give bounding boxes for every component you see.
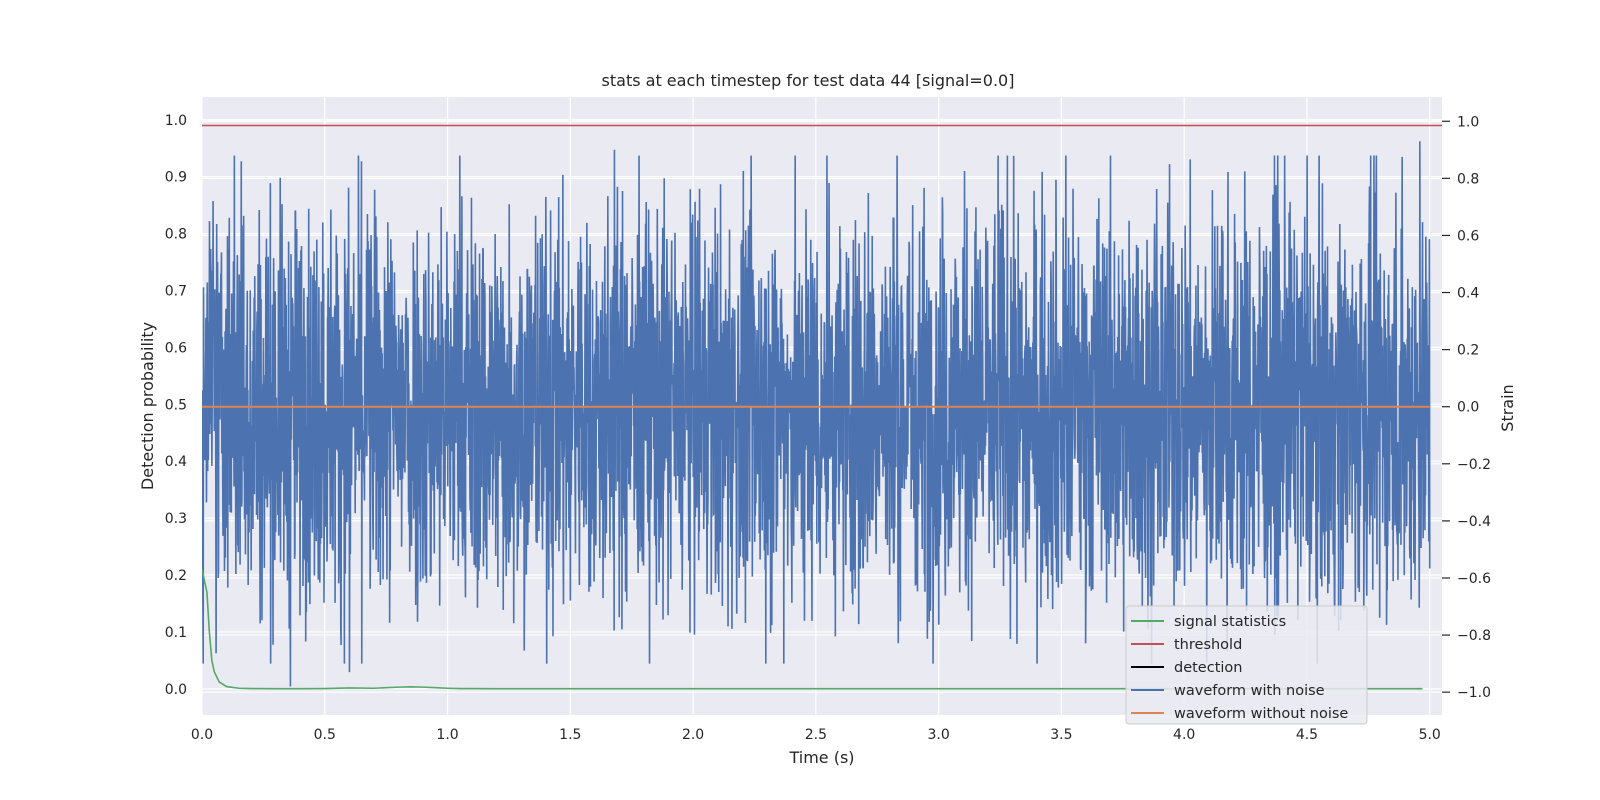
x-tick-label: 0.0	[191, 727, 213, 743]
y-left-tick-label: 0.9	[165, 170, 187, 186]
y-left-tick-label: 0.3	[165, 511, 187, 527]
x-tick-label: 4.0	[1173, 727, 1195, 743]
y-left-tick-label: 0.7	[165, 283, 187, 299]
chart-title: stats at each timestep for test data 44 …	[602, 71, 1015, 90]
y-left-tick-label: 0.0	[165, 682, 187, 698]
x-tick-label: 4.5	[1296, 727, 1318, 743]
x-tick-label: 3.5	[1050, 727, 1072, 743]
x-tick-label: 1.5	[559, 727, 581, 743]
legend-label: threshold	[1174, 637, 1242, 653]
legend-label: waveform without noise	[1174, 706, 1348, 722]
y-left-tick-label: 0.1	[165, 625, 187, 641]
series-layer	[202, 124, 1442, 690]
y-right-tick-label: −0.8	[1457, 628, 1491, 644]
y-right-tick-label: 1.0	[1457, 114, 1479, 130]
y-left-tick-label: 0.6	[165, 340, 187, 356]
y-right-tick-label: 0.0	[1457, 400, 1479, 416]
x-tick-label: 3.0	[928, 727, 950, 743]
legend-box	[1125, 605, 1368, 725]
y-right-tick-label: 0.4	[1457, 286, 1479, 302]
x-tick-label: 0.5	[314, 727, 336, 743]
y-left-tick-label: 0.2	[165, 568, 187, 584]
y-left-tick-label: 0.5	[165, 397, 187, 413]
series-signal-statistics	[202, 569, 1423, 690]
y-right-tick-label: −0.4	[1457, 514, 1491, 530]
legend-label: waveform with noise	[1174, 683, 1325, 699]
y-right-tick-label: −0.2	[1457, 457, 1491, 473]
y-right-tick-label: 0.8	[1457, 171, 1479, 187]
axes: 0.0 0.5 1.0 1.5 2.0 2.5 3.0 3.5 4.0 4.5 5.0 0.0 0.1 0…	[165, 113, 1491, 743]
x-axis-label: Time (s)	[788, 748, 854, 767]
y-axis-label-left: Detection probability	[138, 322, 157, 490]
y-right-tick-label: −0.6	[1457, 571, 1491, 587]
y-right-tick-label: −1.0	[1457, 685, 1491, 701]
x-tick-label: 5.0	[1419, 727, 1441, 743]
y-right-tick-label: 0.2	[1457, 343, 1479, 359]
y-left-tick-label: 1.0	[165, 113, 187, 129]
series-waveform-with-noise	[202, 141, 1431, 687]
y-left-tick-label: 0.8	[165, 227, 187, 243]
legend-label: signal statistics	[1174, 614, 1286, 630]
y-right-tick-label: 0.6	[1457, 228, 1479, 244]
legend: signal statistics threshold detection wavef…	[1125, 605, 1368, 725]
y-left-tick-label: 0.4	[165, 454, 187, 470]
x-tick-label: 2.5	[805, 727, 827, 743]
legend-label: detection	[1174, 660, 1242, 676]
y-axis-label-right: Strain	[1498, 384, 1517, 431]
x-tick-label: 2.0	[682, 727, 704, 743]
x-tick-label: 1.0	[436, 727, 458, 743]
